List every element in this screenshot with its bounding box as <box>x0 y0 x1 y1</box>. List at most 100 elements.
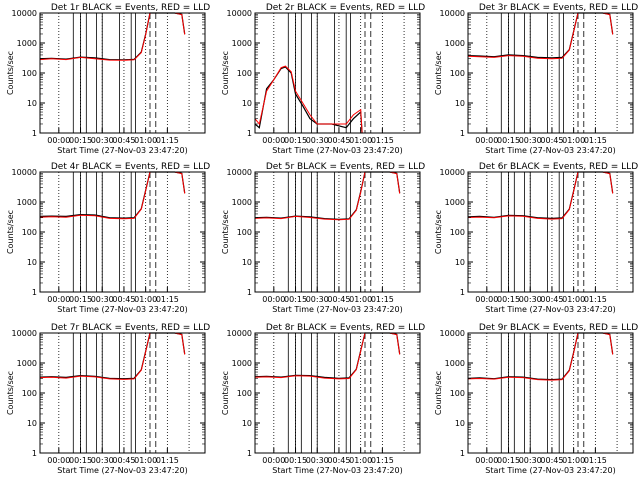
y-tick-label: 1 <box>32 449 37 458</box>
y-tick-label: 100 <box>450 228 465 237</box>
y-tick-label: 1 <box>460 449 465 458</box>
chart-title: Det 4r BLACK = Events, RED = LLD <box>51 162 210 172</box>
x-tick-label: 01:15 <box>584 456 607 465</box>
y-tick-label: 1000 <box>445 198 465 207</box>
y-axis-label: Counts/sec <box>434 51 443 95</box>
chart-title: Det 9r BLACK = Events, RED = LLD <box>479 323 638 333</box>
y-tick-label: 10 <box>242 99 252 108</box>
y-tick-label: 10000 <box>227 168 252 177</box>
x-axis-label: Start Time (27-Nov-03 23:47:20) <box>485 305 615 314</box>
x-tick-label: 00:30 <box>519 136 542 145</box>
x-tick-label: 00:30 <box>519 456 542 465</box>
y-tick-label: 1 <box>460 288 465 297</box>
y-tick-label: 10000 <box>227 9 252 18</box>
plot-frame <box>254 12 421 134</box>
plot-frame <box>254 171 421 293</box>
chart-title: Det 8r BLACK = Events, RED = LLD <box>266 323 425 333</box>
y-tick-label: 100 <box>22 69 37 78</box>
y-tick-label: 1000 <box>17 359 37 368</box>
x-tick-label: 00:00 <box>262 136 285 145</box>
y-tick-label: 1000 <box>232 39 252 48</box>
series-line-events <box>467 332 614 381</box>
series-line-lld <box>254 65 363 134</box>
x-tick-label: 00:00 <box>262 295 285 304</box>
x-tick-label: 00:30 <box>306 136 329 145</box>
y-tick-label: 100 <box>22 389 37 398</box>
x-tick-label: 00:30 <box>306 295 329 304</box>
x-tick-label: 00:45 <box>327 136 350 145</box>
series-line-lld <box>39 12 186 61</box>
x-tick-label: 01:00 <box>349 456 372 465</box>
x-tick-label: 01:00 <box>349 136 372 145</box>
chart-title: Det 1r BLACK = Events, RED = LLD <box>51 3 210 13</box>
x-tick-label: 00:30 <box>91 136 114 145</box>
x-tick-label: 01:15 <box>371 456 394 465</box>
y-tick-label: 1000 <box>17 198 37 207</box>
y-tick-label: 100 <box>450 389 465 398</box>
series-line-events <box>39 171 186 219</box>
series-line-lld <box>254 171 401 221</box>
plot-frame <box>467 332 634 454</box>
chart-panel-8: Det 8r BLACK = Events, RED = LLD 1 10 100 10… <box>221 323 425 475</box>
series-line-lld <box>39 171 186 220</box>
y-tick-label: 1 <box>32 288 37 297</box>
y-tick-label: 1 <box>32 129 37 138</box>
plot-frame <box>39 332 206 454</box>
series-line-events <box>467 171 614 220</box>
series-line-events <box>254 171 401 220</box>
x-tick-label: 00:00 <box>475 295 498 304</box>
x-tick-label: 00:00 <box>475 136 498 145</box>
series-line-lld <box>467 332 614 381</box>
chart-title: Det 2r BLACK = Events, RED = LLD <box>266 3 425 13</box>
x-tick-label: 01:15 <box>156 136 179 145</box>
series-line-events <box>254 66 363 134</box>
y-axis-label: Counts/sec <box>6 51 15 95</box>
series-line-lld <box>254 332 401 380</box>
series-line-events <box>39 12 186 61</box>
x-tick-label: 01:15 <box>371 295 394 304</box>
x-axis-label: Start Time (27-Nov-03 23:47:20) <box>485 466 615 475</box>
y-tick-label: 1 <box>460 129 465 138</box>
series-line-events <box>254 332 401 379</box>
y-tick-label: 10000 <box>12 329 37 338</box>
x-tick-label: 00:30 <box>306 456 329 465</box>
x-tick-label: 00:00 <box>475 456 498 465</box>
chart-title: Det 5r BLACK = Events, RED = LLD <box>266 162 425 172</box>
y-tick-label: 1000 <box>445 359 465 368</box>
y-axis-label: Counts/sec <box>221 51 230 95</box>
x-tick-label: 01:00 <box>134 136 157 145</box>
chart-panel-4: Det 4r BLACK = Events, RED = LLD 1 10 100 10… <box>6 162 210 314</box>
plot-frame <box>254 332 421 454</box>
x-tick-label: 00:00 <box>47 136 70 145</box>
x-tick-label: 01:00 <box>134 456 157 465</box>
y-tick-label: 10 <box>27 99 37 108</box>
x-tick-label: 00:45 <box>540 295 563 304</box>
y-tick-label: 1000 <box>232 198 252 207</box>
x-tick-label: 00:45 <box>327 456 350 465</box>
plot-frame <box>39 12 206 134</box>
x-axis-label: Start Time (27-Nov-03 23:47:20) <box>272 466 402 475</box>
plot-frame <box>467 12 634 134</box>
series-line-lld <box>467 12 614 60</box>
chart-panel-7: Det 7r BLACK = Events, RED = LLD 1 10 100 10… <box>6 323 210 475</box>
y-tick-label: 10000 <box>12 9 37 18</box>
x-tick-label: 00:45 <box>327 295 350 304</box>
series-line-lld <box>39 332 186 380</box>
chart-panel-9: Det 9r BLACK = Events, RED = LLD 1 10 100 10… <box>434 323 638 475</box>
x-axis-label: Start Time (27-Nov-03 23:47:20) <box>57 305 187 314</box>
y-tick-label: 10000 <box>440 168 465 177</box>
x-tick-label: 01:15 <box>156 295 179 304</box>
x-axis-label: Start Time (27-Nov-03 23:47:20) <box>57 466 187 475</box>
x-tick-label: 00:45 <box>540 136 563 145</box>
y-axis-label: Counts/sec <box>6 371 15 415</box>
x-tick-label: 00:00 <box>262 456 285 465</box>
x-tick-label: 00:00 <box>47 295 70 304</box>
x-axis-label: Start Time (27-Nov-03 23:47:20) <box>272 146 402 155</box>
x-tick-label: 00:45 <box>112 456 135 465</box>
x-tick-label: 00:15 <box>284 456 307 465</box>
y-axis-label: Counts/sec <box>434 210 443 254</box>
y-tick-label: 10 <box>27 419 37 428</box>
series-line-events <box>39 332 186 380</box>
x-tick-label: 00:15 <box>69 456 92 465</box>
y-tick-label: 10 <box>242 419 252 428</box>
